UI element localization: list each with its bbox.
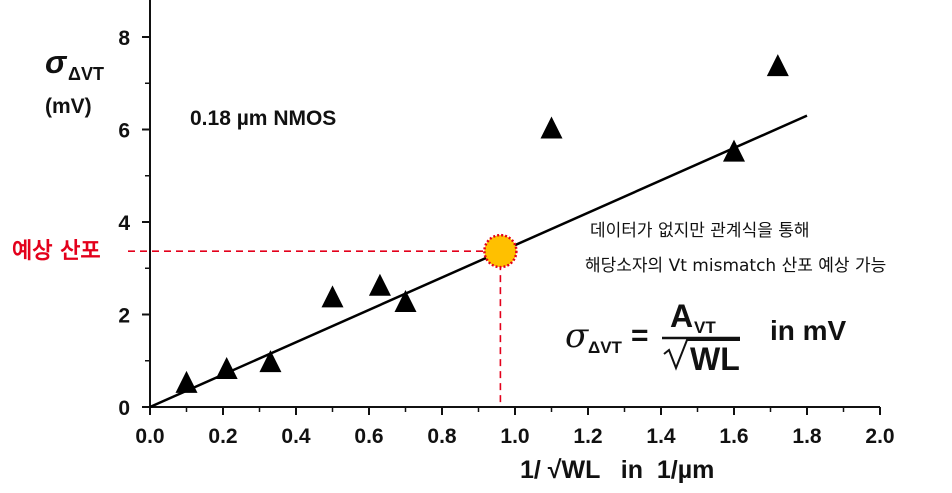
x-tick-label: 0.2 — [208, 425, 237, 448]
y-tick-label: 0 — [118, 397, 130, 420]
y-axis-label-subscript: ΔVT — [68, 64, 104, 84]
data-point — [259, 350, 282, 373]
y-tick-label: 6 — [118, 120, 130, 143]
x-axis-label-text: 1/ √WL in 1/µm — [520, 456, 714, 484]
device-label: 0.18 µm NMOS — [190, 107, 336, 130]
formula-numerator-subscript: VT — [694, 318, 716, 337]
x-tick-label: 0.4 — [281, 425, 311, 448]
y-tick-label: 2 — [118, 305, 130, 328]
x-tick-label: 1.8 — [792, 425, 822, 448]
data-point — [175, 370, 198, 393]
x-tick-label: 0.0 — [135, 425, 164, 448]
data-point — [766, 54, 789, 77]
formula-sqrt-sign — [663, 339, 740, 371]
fit-line — [149, 114, 808, 409]
formula-equals: = — [631, 319, 649, 352]
formula: σ ΔVT = A VT WL in mV — [565, 298, 847, 377]
formula-denominator: WL — [690, 341, 740, 377]
x-tick-label: 1.0 — [500, 425, 529, 448]
x-tick-label: 1.4 — [646, 425, 676, 448]
x-tick-label: 0.8 — [427, 425, 457, 448]
data-point — [394, 289, 417, 312]
note-line-2: 해당소자의 Vt mismatch 산포 예상 가능 — [585, 256, 886, 276]
data-point — [215, 357, 238, 379]
y-axis-label: σ — [45, 44, 68, 80]
data-points — [175, 54, 789, 393]
formula-numerator: A — [670, 298, 693, 334]
formula-lhs-subscript: ΔVT — [588, 338, 623, 357]
data-point — [723, 139, 745, 162]
x-axis-label: 1/ √WL in 1/µm — [520, 456, 714, 484]
estimate-label: 예상 산포 — [12, 239, 101, 264]
ticks — [142, 36, 881, 415]
x-tick-label: 1.2 — [573, 425, 602, 448]
y-tick-label: 8 — [118, 27, 130, 50]
formula-unit: in mV — [770, 315, 847, 346]
y-axis-unit: (mV) — [45, 95, 92, 118]
x-tick-label: 1.6 — [719, 425, 748, 448]
data-point — [368, 273, 391, 296]
tick-labels: 0.0 0.2 0.4 0.6 0.8 1.0 1.2 1.4 1.6 1.8 2.0 0 2 4 6 8 — [118, 27, 894, 448]
x-tick-label: 2.0 — [865, 425, 894, 448]
note-line-1: 데이터가 없지만 관계식을 통해 — [590, 221, 810, 241]
y-tick-label: 4 — [118, 212, 130, 235]
x-tick-label: 0.6 — [354, 425, 383, 448]
formula-lhs: σ — [565, 316, 589, 356]
estimate-marker — [483, 233, 518, 269]
data-point — [540, 116, 563, 139]
data-point — [321, 285, 344, 308]
